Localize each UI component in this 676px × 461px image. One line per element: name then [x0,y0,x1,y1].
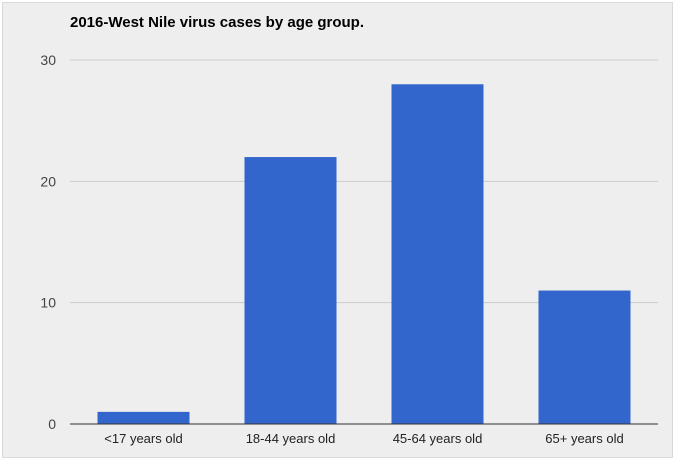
x-axis-labels: <17 years old 18-44 years old 45-64 years … [104,431,623,446]
chart-title: 2016-West Nile virus cases by age group. [70,14,364,31]
y-tick-label-30: 30 [40,52,56,68]
bar-3 [391,84,484,425]
bars [97,84,631,425]
y-axis-ticks: 0 10 20 30 [40,52,56,432]
y-tick-label-0: 0 [48,416,56,432]
gridlines [70,59,658,304]
x-tick-label-2: 18-44 years old [246,431,336,446]
x-tick-label-1: <17 years old [104,431,182,446]
bar-2 [244,157,337,425]
bar-4 [538,290,631,424]
x-tick-label-3: 45-64 years old [393,431,483,446]
y-tick-label-20: 20 [40,173,56,189]
bar-1 [97,411,190,424]
x-tick-label-4: 65+ years old [545,431,623,446]
y-tick-label-10: 10 [40,295,56,311]
